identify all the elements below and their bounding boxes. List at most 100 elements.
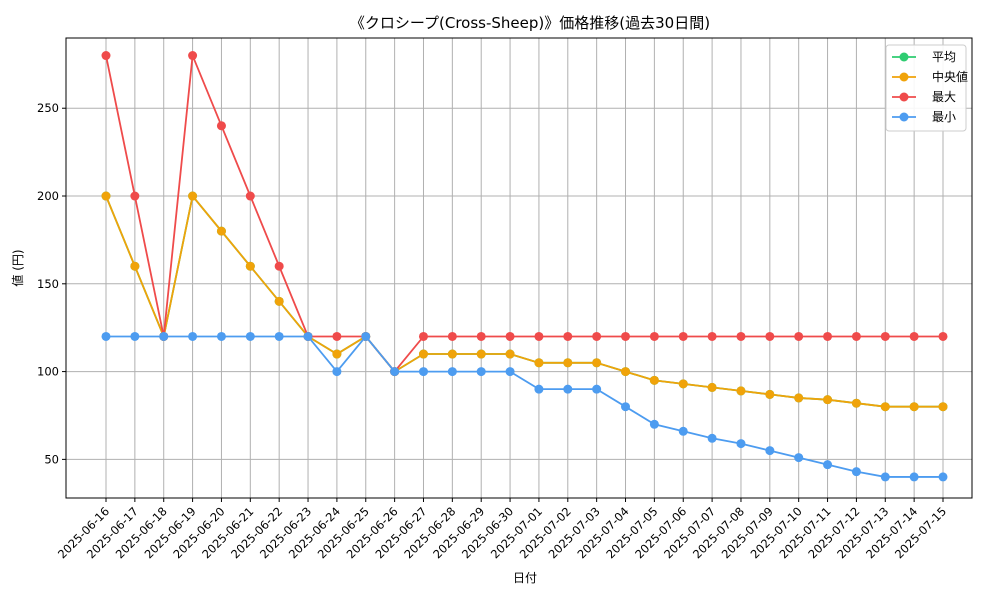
data-point [823, 331, 833, 341]
data-point [216, 121, 226, 131]
data-point [245, 261, 255, 271]
grid-layer [66, 38, 972, 498]
data-point [188, 331, 198, 341]
data-point [678, 379, 688, 389]
data-point [505, 349, 515, 359]
data-point [216, 331, 226, 341]
data-point [823, 460, 833, 470]
data-point [332, 349, 342, 359]
data-point [736, 331, 746, 341]
data-point [188, 191, 198, 201]
data-point [447, 367, 457, 377]
data-point [101, 51, 111, 61]
series-layer [101, 51, 948, 482]
y-tick-label: 250 [37, 101, 59, 115]
data-point [823, 395, 833, 405]
data-point [794, 453, 804, 463]
y-tick-label: 150 [37, 277, 59, 291]
data-point [909, 331, 919, 341]
data-point [563, 384, 573, 394]
data-point [621, 367, 631, 377]
data-point [621, 402, 631, 412]
data-point [534, 358, 544, 368]
data-point [390, 367, 400, 377]
data-point [851, 331, 861, 341]
data-point [245, 191, 255, 201]
data-point [707, 433, 717, 443]
axes-layer: 2025-06-162025-06-172025-06-182025-06-19… [37, 101, 949, 561]
data-point [592, 358, 602, 368]
legend-label: 最大 [932, 90, 956, 104]
chart-title: 《クロシープ(Cross-Sheep)》価格推移(過去30日間) [350, 14, 710, 32]
data-point [130, 261, 140, 271]
series-line [105, 193, 943, 408]
data-point [447, 331, 457, 341]
data-point [880, 472, 890, 482]
data-point [332, 331, 342, 341]
legend-box [885, 44, 967, 132]
legend-label: 中央値 [932, 69, 968, 84]
data-point [880, 402, 890, 412]
data-point [159, 331, 169, 341]
data-point [418, 349, 428, 359]
series-2 [101, 51, 948, 377]
data-point [505, 331, 515, 341]
data-point [101, 331, 111, 341]
data-point [245, 331, 255, 341]
legend-marker [899, 92, 909, 102]
series-0 [101, 191, 948, 412]
data-point [649, 419, 659, 429]
plot-frame [65, 37, 973, 499]
data-point [534, 384, 544, 394]
data-point [938, 402, 948, 412]
data-point [794, 393, 804, 403]
y-axis-label: 値 (円) [10, 249, 25, 286]
data-point [880, 331, 890, 341]
data-point [851, 398, 861, 408]
data-point [707, 382, 717, 392]
data-point [649, 331, 659, 341]
y-tick-label: 100 [37, 365, 59, 379]
series-1 [101, 191, 948, 412]
data-point [130, 331, 140, 341]
legend-marker [899, 112, 909, 122]
data-point [851, 467, 861, 477]
legend-label: 平均 [932, 50, 956, 64]
data-point [274, 261, 284, 271]
y-tick-label: 50 [44, 452, 59, 466]
data-point [938, 331, 948, 341]
data-point [361, 331, 371, 341]
data-point [476, 349, 486, 359]
data-point [274, 296, 284, 306]
series-line [105, 193, 943, 408]
data-point [678, 331, 688, 341]
data-point [418, 331, 428, 341]
legend-marker [899, 72, 909, 82]
data-point [216, 226, 226, 236]
x-axis-label: 日付 [513, 571, 537, 585]
data-point [909, 472, 919, 482]
data-point [418, 367, 428, 377]
data-point [592, 331, 602, 341]
data-point [130, 191, 140, 201]
data-point [274, 331, 284, 341]
data-point [476, 367, 486, 377]
data-point [765, 331, 775, 341]
data-point [534, 331, 544, 341]
data-point [592, 384, 602, 394]
data-point [938, 472, 948, 482]
legend-label: 最小 [932, 110, 956, 124]
series-line [105, 55, 943, 374]
data-point [332, 367, 342, 377]
data-point [736, 439, 746, 449]
y-tick-label: 200 [37, 189, 59, 203]
data-point [303, 331, 313, 341]
data-point [765, 446, 775, 456]
data-point [447, 349, 457, 359]
data-point [621, 331, 631, 341]
data-point [188, 51, 198, 61]
data-point [678, 426, 688, 436]
